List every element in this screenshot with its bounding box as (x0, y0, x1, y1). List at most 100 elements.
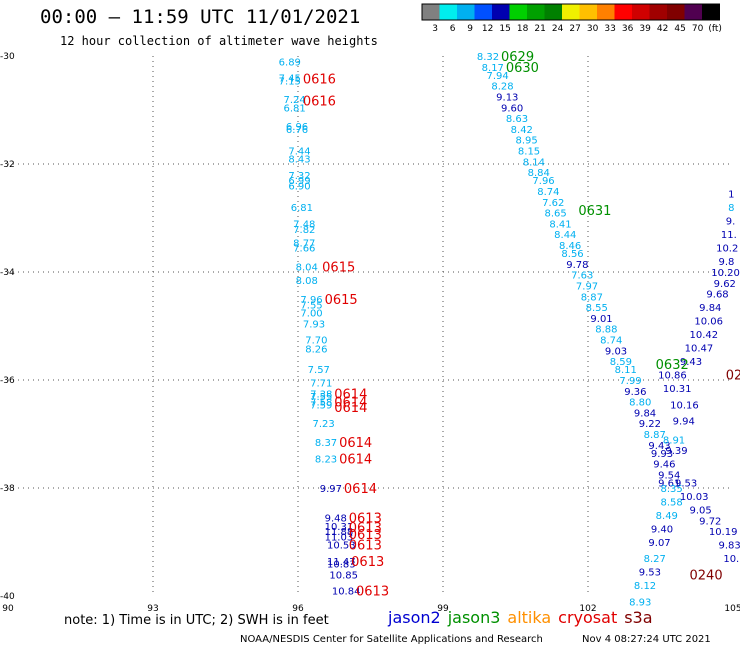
wave-height-value: 8.27 (644, 554, 666, 565)
colorbar-swatch (422, 4, 440, 20)
colorbar-swatch (509, 4, 527, 20)
wave-height-value: 6.89 (279, 57, 301, 68)
wave-height-value: 8.44 (554, 230, 576, 241)
wave-height-value: 11.88 (325, 527, 354, 538)
wave-height-value: 7.99 (619, 376, 641, 387)
colorbar-label: 15 (499, 24, 510, 34)
pass-time-label: 0613 (356, 585, 389, 600)
wave-height-value: 8.88 (595, 325, 617, 336)
wave-height-value: 7.59 (310, 400, 332, 411)
pass-time-label: 0613 (351, 555, 384, 570)
longitude-tick-label: 105 (724, 604, 740, 614)
wave-height-value: 9.94 (673, 417, 695, 428)
colorbar-legend: 3 6 9 12 15 18 21 24 27 30 33 36 39 42 45 70 (ft) (421, 3, 722, 34)
colorbar-frame (421, 3, 720, 21)
credit-line: NOAA/NESDIS Center for Satellite Applica… (240, 634, 543, 645)
wave-height-value: 9.8 (719, 257, 735, 268)
wave-height-value: 10.42 (690, 330, 719, 341)
wave-height-value: 9.97 (320, 484, 342, 495)
pass-time-label: 0631 (578, 204, 611, 219)
pass-time-label: 0615 (322, 261, 355, 276)
wave-height-value: 6.76 (286, 125, 308, 136)
lat-lon-grid (8, 56, 733, 596)
wave-height-value: 8.15 (518, 147, 540, 158)
longitude-tick-label: 93 (147, 604, 158, 614)
wave-height-value: 9.83 (719, 541, 740, 552)
wave-height-value: 7.97 (576, 282, 598, 293)
wave-height-value: 9.93 (651, 449, 673, 460)
colorbar-label: 27 (569, 24, 580, 34)
wave-height-value: 8.59 (610, 357, 632, 368)
colorbar-label: 45 (674, 24, 685, 34)
pass-time-label: 0614 (344, 482, 377, 497)
satellite-legend-item: jason2 (388, 608, 441, 627)
pass-time-label: 0629 (501, 50, 534, 65)
wave-height-value: 8.87 (581, 292, 603, 303)
map-title: 00:00 — 11:59 UTC 11/01/2021 (40, 6, 361, 28)
wave-height-value: 8.12 (634, 581, 656, 592)
latitude-tick-label: -30 (0, 52, 15, 62)
wave-height-value: 11.47 (327, 557, 356, 568)
wave-height-value: 9.22 (639, 419, 661, 430)
colorbar-label: 21 (534, 24, 545, 34)
wave-height-value: 10.84 (332, 587, 361, 598)
wave-height-value: 8.43 (288, 155, 310, 166)
wave-height-value: 6.96 (286, 122, 308, 133)
wave-height-value: 7.23 (313, 419, 335, 430)
wave-height-value: 7.45 (279, 74, 301, 85)
wave-height-value: 11.03 (325, 533, 354, 544)
latitude-tick-label: -40 (0, 592, 15, 602)
satellite-legend: jason2 jason3 altika cryosat s3a (388, 608, 660, 627)
colorbar-label: 6 (450, 24, 456, 34)
wave-height-value: 9.43 (648, 441, 670, 452)
colorbar-label: 9 (467, 24, 473, 34)
wave-height-value: 9. (726, 217, 736, 228)
colorbar-label: (ft) (708, 24, 722, 34)
colorbar-swatch (579, 4, 597, 20)
wave-height-value: 7.96 (300, 295, 322, 306)
pass-time-label: 02 (726, 369, 740, 384)
wave-height-value: 10.31 (663, 384, 692, 395)
wave-height-value: 7.66 (293, 244, 315, 255)
pass-time-labels: 0616061606150615061406140614061406140614… (303, 50, 740, 600)
pass-time-label: 0614 (334, 401, 367, 416)
wave-height-value: 7.44 (288, 147, 310, 158)
latitude-tick-label: -36 (0, 376, 15, 386)
wave-height-value: 8.37 (315, 438, 337, 449)
footnote: note: 1) Time is in UTC; 2) SWH is in fe… (64, 613, 329, 628)
wave-height-value: 9.03 (605, 346, 627, 357)
wave-height-value: 8.41 (549, 219, 571, 230)
wave-height-value: 8.91 (663, 435, 685, 446)
pass-time-label: 0613 (349, 512, 382, 527)
wave-height-value: 9.36 (624, 387, 646, 398)
wave-height-value: 8.42 (511, 125, 533, 136)
wave-height-value: 9.07 (648, 538, 670, 549)
wave-height-value: 6.81 (291, 203, 313, 214)
wave-height-value: 7.15 (279, 76, 301, 87)
satellite-legend-item: altika (507, 608, 552, 627)
colorbar-label: 18 (517, 24, 529, 34)
longitude-tick-label: 90 (2, 604, 14, 614)
wave-height-value: 8.23 (315, 454, 337, 465)
wave-height-value: 8 (728, 203, 734, 214)
wave-height-value: 9.46 (653, 460, 675, 471)
pass-time-label: 0615 (325, 293, 358, 308)
wave-height-value: 10.83 (327, 560, 356, 571)
wave-height-value: 6.99 (288, 176, 310, 187)
pass-time-label: 0614 (339, 436, 372, 451)
wave-height-value: 7.24 (284, 95, 306, 106)
wave-height-value: 7.82 (293, 225, 315, 236)
wave-height-value: 7.38 (310, 390, 332, 401)
wave-height-value: 9.05 (690, 506, 712, 517)
wave-height-value: 8.26 (305, 345, 327, 356)
satellite-legend-item: s3a (624, 608, 653, 627)
wave-height-value: 8.77 (293, 238, 315, 249)
wave-height-value: 10.19 (709, 527, 738, 538)
colorbar-swatch (474, 4, 492, 20)
satellite-legend-item: cryosat (558, 608, 618, 627)
wave-height-value: 10.47 (685, 344, 714, 355)
wave-height-value: 9.68 (706, 290, 728, 301)
wave-height-value: 9.62 (714, 279, 736, 290)
wave-height-value: 10.53 (327, 541, 356, 552)
latitude-tick-label: -32 (0, 160, 15, 170)
